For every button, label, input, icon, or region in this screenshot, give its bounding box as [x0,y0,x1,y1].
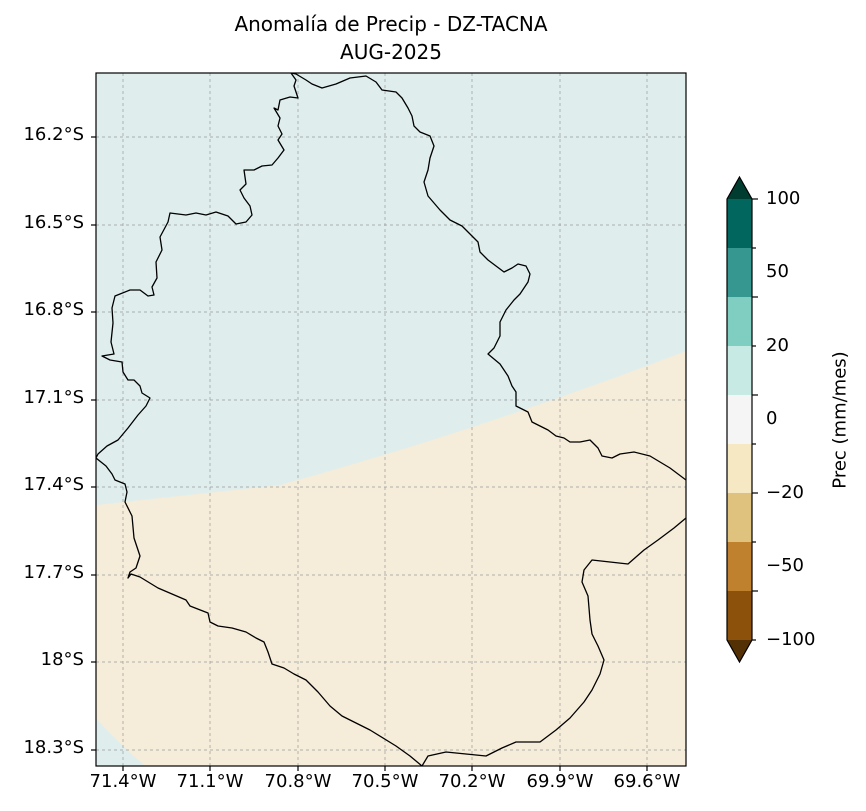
colorbar-bin [727,248,752,298]
lon-tick-label: 71.1°W [176,771,244,792]
peru-chile-border [421,517,686,766]
colorbar-tick-label: −20 [766,482,804,503]
lat-tick-label: 16.2°S [23,124,84,145]
lat-tick-label: 17.7°S [23,562,84,583]
colorbar-extend-top [727,177,752,199]
boundaries [96,73,686,766]
colorbar-bin [727,346,752,396]
colorbar-tick-label: 100 [766,188,801,209]
lat-tick-label: 16.8°S [23,299,84,320]
colorbar-bin [727,199,752,249]
colorbar-tick-label: 50 [766,261,789,282]
colorbar-tick-label: 20 [766,335,789,356]
lon-tick-label: 70.8°W [264,771,332,792]
colorbar-bin [727,395,752,445]
lon-tick-label: 70.5°W [351,771,419,792]
colorbar-bin [727,591,752,641]
colorbar-bin [727,444,752,494]
lon-tick-label: 69.9°W [526,771,594,792]
colorbar-tick-label: −100 [766,629,816,650]
lon-tick-label: 70.2°W [438,771,506,792]
colorbar-tick-label: 0 [766,408,778,429]
colorbar [726,175,758,664]
colorbar-tick-label: −50 [766,555,804,576]
lat-tick-label: 18°S [40,649,84,670]
tacna-boundary [96,73,423,766]
tacna-puno-boundary [290,73,686,481]
colorbar-extend-bottom [727,640,752,662]
map-title: Anomalía de Precip - DZ-TACNA [234,12,548,36]
anomaly-field [96,73,686,766]
negative-anomaly-area [96,351,686,766]
lat-tick-label: 17.4°S [23,474,84,495]
colorbar-bin [727,297,752,347]
colorbar-title: Prec (mm/mes) [829,351,851,489]
map-subtitle: AUG-2025 [340,40,442,64]
map-frame [95,72,687,767]
lon-tick-label: 71.4°W [89,771,157,792]
colorbar-bin [727,493,752,543]
lon-tick-label: 69.6°W [613,771,681,792]
lat-tick-label: 18.3°S [23,737,84,758]
gridlines [96,73,686,766]
lat-tick-label: 16.5°S [23,212,84,233]
colorbar-bin [727,542,752,592]
lat-tick-label: 17.1°S [23,387,84,408]
axis-ticks [91,136,648,771]
